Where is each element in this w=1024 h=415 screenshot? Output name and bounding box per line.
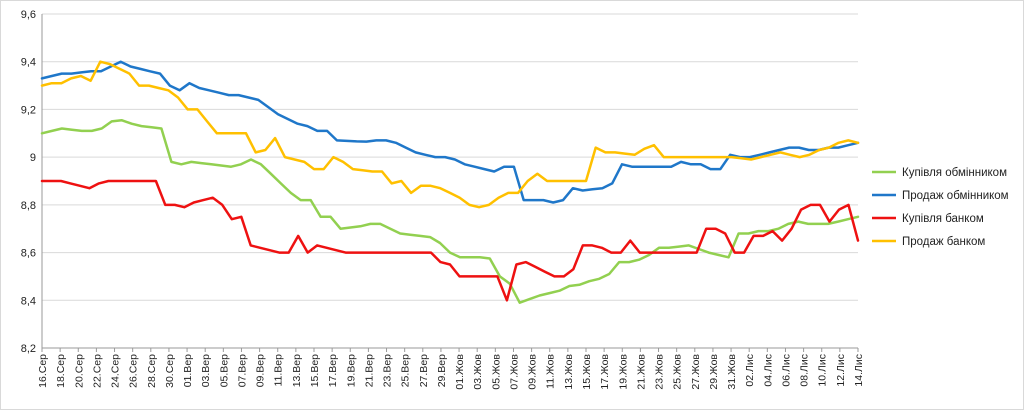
legend-label: Продаж банком — [902, 236, 985, 248]
x-tick-label: 02.Лис — [744, 354, 756, 387]
x-tick-label: 01.Жов — [454, 354, 466, 390]
x-tick-label: 07.Жов — [508, 354, 520, 390]
x-tick-label: 25.Жов — [672, 354, 684, 390]
x-tick-label: 30.Сер — [164, 354, 176, 388]
x-tick-label: 17.Жов — [599, 354, 611, 390]
series-lines — [40, 60, 860, 304]
x-tick-label: 03.Жов — [472, 354, 484, 390]
x-tick-label: 08.Лис — [799, 354, 811, 387]
x-tick-label: 25.Вер — [400, 354, 412, 387]
x-tick-label: 28.Сер — [146, 354, 158, 388]
x-tick-label: 19.Жов — [617, 354, 629, 390]
y-tick-label: 8,6 — [21, 248, 36, 260]
series-kupivlia-obminnykom-line — [40, 118, 860, 304]
x-tick-label: 09.Вер — [255, 354, 267, 387]
y-tick-label: 9,2 — [21, 104, 36, 116]
x-tick-label: 22.Сер — [91, 354, 103, 388]
x-tick-label: 01.Вер — [182, 354, 194, 387]
x-tick-label: 05.Вер — [218, 354, 230, 387]
x-tick-label: 11.Жов — [545, 354, 557, 389]
x-tick-label: 27.Жов — [690, 354, 702, 390]
series-kupivlia-bankom-line — [40, 179, 860, 302]
x-tick-label: 11.Вер — [273, 354, 285, 387]
x-tick-label: 19.Вер — [345, 354, 357, 387]
x-tick-label: 12.Лис — [835, 354, 847, 387]
y-tick-label: 8,8 — [21, 200, 36, 212]
x-tick-label: 09.Жов — [527, 354, 539, 390]
y-tick-label: 8,2 — [21, 343, 36, 355]
x-tick-label: 31.Жов — [726, 354, 738, 390]
y-tick-label: 8,4 — [21, 295, 36, 307]
y-tick-label: 9 — [30, 152, 36, 164]
x-tick-label: 13.Жов — [563, 354, 575, 390]
series-prodazh-obminnykom-line — [40, 60, 860, 204]
x-tick-label: 05.Жов — [490, 354, 502, 390]
x-tick-label: 13.Вер — [291, 354, 303, 387]
x-tick-label: 03.Вер — [200, 354, 212, 387]
y-tick-label: 9,6 — [21, 9, 36, 21]
legend-label: Продаж обмінником — [902, 190, 1009, 202]
x-tick-label: 26.Сер — [128, 354, 140, 388]
legend-label: Купівля банком — [902, 213, 984, 225]
x-tick-label: 20.Сер — [73, 354, 85, 388]
x-tick-label: 21.Жов — [635, 354, 647, 390]
x-tick-label: 27.Вер — [418, 354, 430, 387]
x-tick-label: 29.Жов — [708, 354, 720, 390]
x-tick-label: 21.Вер — [363, 354, 375, 387]
x-tick-label: 18.Сер — [55, 354, 67, 388]
x-tick-label: 14.Лис — [853, 354, 865, 387]
series-prodazh-bankom-line — [40, 60, 860, 209]
x-tick-label: 29.Вер — [436, 354, 448, 387]
x-tick-label: 23.Жов — [654, 354, 666, 390]
x-tick-label: 23.Вер — [382, 354, 394, 387]
x-tick-label: 16.Сер — [37, 354, 49, 388]
x-tick-label: 15.Жов — [581, 354, 593, 390]
x-tick-label: 10.Лис — [817, 354, 829, 387]
x-tick-label: 06.Лис — [780, 354, 792, 387]
axes: 8,2 8,4 8,6 8,8 9 9,2 9,4 9,6 16.Сер 18.Сер 20.Сер… — [21, 9, 865, 390]
y-tick-label: 9,4 — [21, 57, 36, 69]
x-tick-label: 17.Вер — [327, 354, 339, 387]
x-tick-label: 15.Вер — [309, 354, 321, 387]
legend: Купівля обмінником Продаж обмінником Купів… — [872, 167, 1009, 248]
legend-label: Купівля обмінником — [902, 167, 1007, 179]
x-tick-label: 07.Вер — [236, 354, 248, 387]
x-tick-label: 04.Лис — [762, 354, 774, 387]
x-tick-label: 24.Сер — [110, 354, 122, 388]
